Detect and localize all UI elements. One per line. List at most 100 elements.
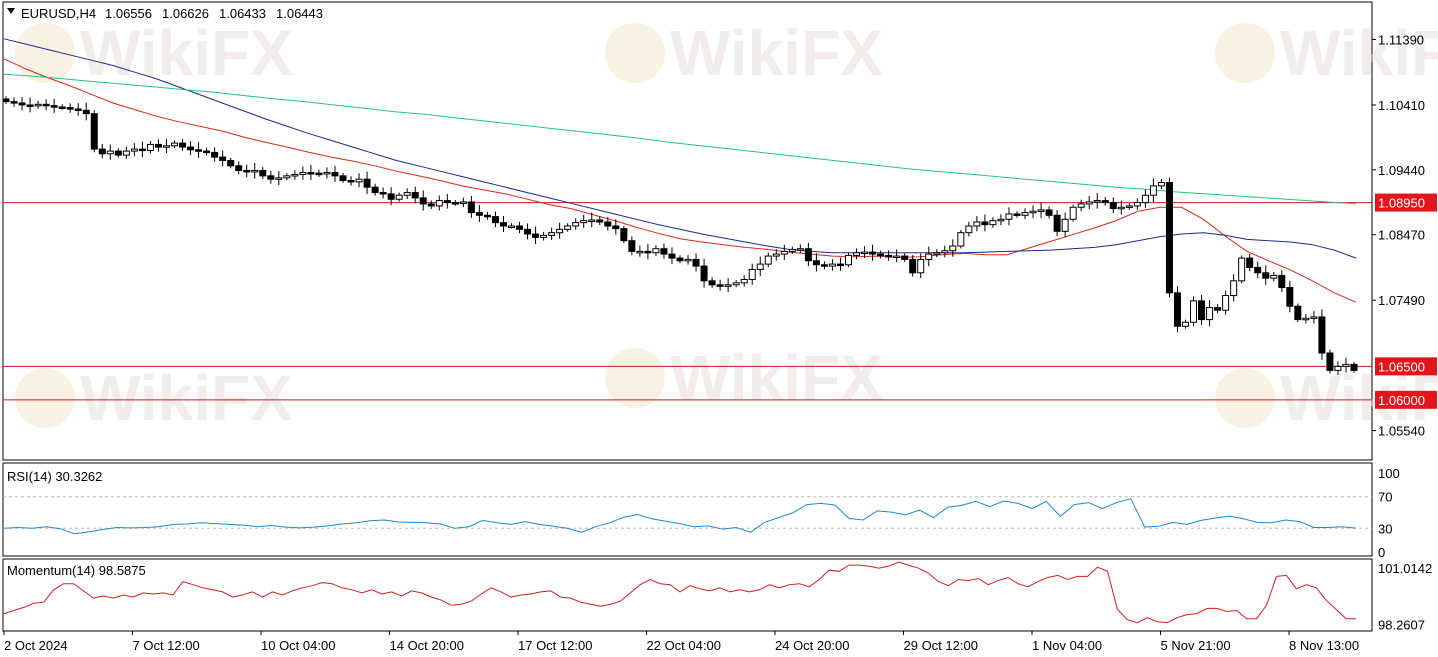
candle[interactable] bbox=[179, 138, 187, 151]
candle[interactable] bbox=[1214, 304, 1222, 314]
candle[interactable] bbox=[42, 99, 50, 111]
candle[interactable] bbox=[1061, 212, 1069, 238]
candle[interactable] bbox=[941, 245, 949, 258]
candle[interactable] bbox=[259, 167, 267, 179]
candle[interactable] bbox=[435, 195, 443, 211]
candle[interactable] bbox=[869, 244, 877, 261]
candle[interactable] bbox=[1254, 261, 1262, 279]
candle[interactable] bbox=[171, 140, 178, 149]
candle[interactable] bbox=[1222, 290, 1230, 315]
candle[interactable] bbox=[620, 225, 628, 244]
candle[interactable] bbox=[532, 226, 540, 245]
candle[interactable] bbox=[1326, 349, 1334, 374]
candle[interactable] bbox=[1109, 197, 1117, 214]
candle[interactable] bbox=[524, 223, 532, 240]
candle[interactable] bbox=[692, 253, 700, 272]
candle[interactable] bbox=[949, 239, 957, 257]
candle[interactable] bbox=[1270, 271, 1278, 282]
candle[interactable] bbox=[1278, 270, 1286, 293]
candle[interactable] bbox=[780, 244, 788, 261]
candle[interactable] bbox=[499, 215, 507, 233]
candle[interactable] bbox=[483, 211, 491, 220]
candle[interactable] bbox=[1093, 193, 1101, 209]
candle[interactable] bbox=[957, 229, 965, 249]
candle[interactable] bbox=[235, 161, 243, 175]
candle[interactable] bbox=[812, 253, 820, 272]
candle[interactable] bbox=[211, 147, 219, 162]
candle[interactable] bbox=[491, 211, 499, 228]
candle[interactable] bbox=[1182, 319, 1189, 329]
candle[interactable] bbox=[411, 186, 419, 204]
candle[interactable] bbox=[427, 200, 435, 210]
candle[interactable] bbox=[146, 140, 154, 154]
candle[interactable] bbox=[66, 103, 74, 113]
candle[interactable] bbox=[82, 102, 90, 121]
candle[interactable] bbox=[548, 227, 556, 240]
candle[interactable] bbox=[845, 252, 852, 268]
candle[interactable] bbox=[652, 245, 660, 256]
candle[interactable] bbox=[363, 171, 371, 194]
candle[interactable] bbox=[1198, 294, 1206, 325]
candle[interactable] bbox=[572, 218, 580, 230]
candle[interactable] bbox=[1246, 253, 1254, 272]
candle[interactable] bbox=[772, 248, 780, 261]
candle[interactable] bbox=[227, 157, 235, 169]
candle[interactable] bbox=[403, 188, 411, 200]
candle[interactable] bbox=[98, 144, 106, 159]
candle[interactable] bbox=[836, 257, 844, 271]
collapse-triangle-icon[interactable] bbox=[7, 8, 15, 14]
candle[interactable] bbox=[1318, 309, 1326, 360]
candle[interactable] bbox=[355, 173, 363, 188]
candle[interactable] bbox=[1053, 210, 1061, 236]
candle[interactable] bbox=[740, 275, 748, 287]
candle[interactable] bbox=[1021, 208, 1029, 220]
candle[interactable] bbox=[604, 216, 612, 231]
candle[interactable] bbox=[275, 171, 283, 186]
candle[interactable] bbox=[475, 205, 483, 223]
candle[interactable] bbox=[315, 169, 323, 177]
candle[interactable] bbox=[243, 164, 251, 178]
candle[interactable] bbox=[676, 255, 684, 264]
candle[interactable] bbox=[307, 165, 315, 180]
candle[interactable] bbox=[114, 148, 122, 158]
candle[interactable] bbox=[989, 217, 997, 228]
candle[interactable] bbox=[339, 173, 347, 183]
candle[interactable] bbox=[516, 221, 524, 234]
candle[interactable] bbox=[564, 223, 572, 232]
candle[interactable] bbox=[10, 97, 18, 107]
candle[interactable] bbox=[965, 221, 973, 237]
candle[interactable] bbox=[90, 110, 98, 153]
candle[interactable] bbox=[106, 144, 114, 160]
candle[interactable] bbox=[1045, 206, 1053, 219]
candle[interactable] bbox=[588, 212, 596, 228]
candle[interactable] bbox=[443, 193, 451, 209]
candle[interactable] bbox=[893, 249, 901, 263]
candle[interactable] bbox=[877, 250, 885, 259]
candle[interactable] bbox=[291, 170, 299, 180]
candle[interactable] bbox=[716, 279, 724, 291]
candle[interactable] bbox=[1206, 300, 1214, 327]
candle[interactable] bbox=[636, 245, 644, 257]
candle[interactable] bbox=[347, 176, 355, 186]
candle[interactable] bbox=[395, 192, 403, 202]
candle[interactable] bbox=[973, 216, 981, 232]
candle[interactable] bbox=[371, 183, 379, 196]
candle[interactable] bbox=[732, 280, 740, 288]
candle[interactable] bbox=[187, 141, 195, 156]
candle[interactable] bbox=[1294, 303, 1302, 322]
candle[interactable] bbox=[1101, 197, 1109, 206]
candle[interactable] bbox=[612, 219, 620, 235]
candle[interactable] bbox=[909, 255, 917, 277]
candle[interactable] bbox=[788, 246, 796, 254]
candle[interactable] bbox=[323, 167, 331, 179]
candle[interactable] bbox=[820, 261, 828, 270]
candle[interactable] bbox=[459, 197, 467, 208]
candle[interactable] bbox=[1029, 205, 1037, 218]
candle[interactable] bbox=[162, 139, 170, 154]
candle[interactable] bbox=[379, 187, 387, 199]
candle[interactable] bbox=[1013, 211, 1021, 218]
candle[interactable] bbox=[1334, 361, 1342, 375]
candle[interactable] bbox=[1133, 198, 1141, 210]
candle[interactable] bbox=[684, 255, 692, 265]
candle[interactable] bbox=[50, 98, 58, 113]
